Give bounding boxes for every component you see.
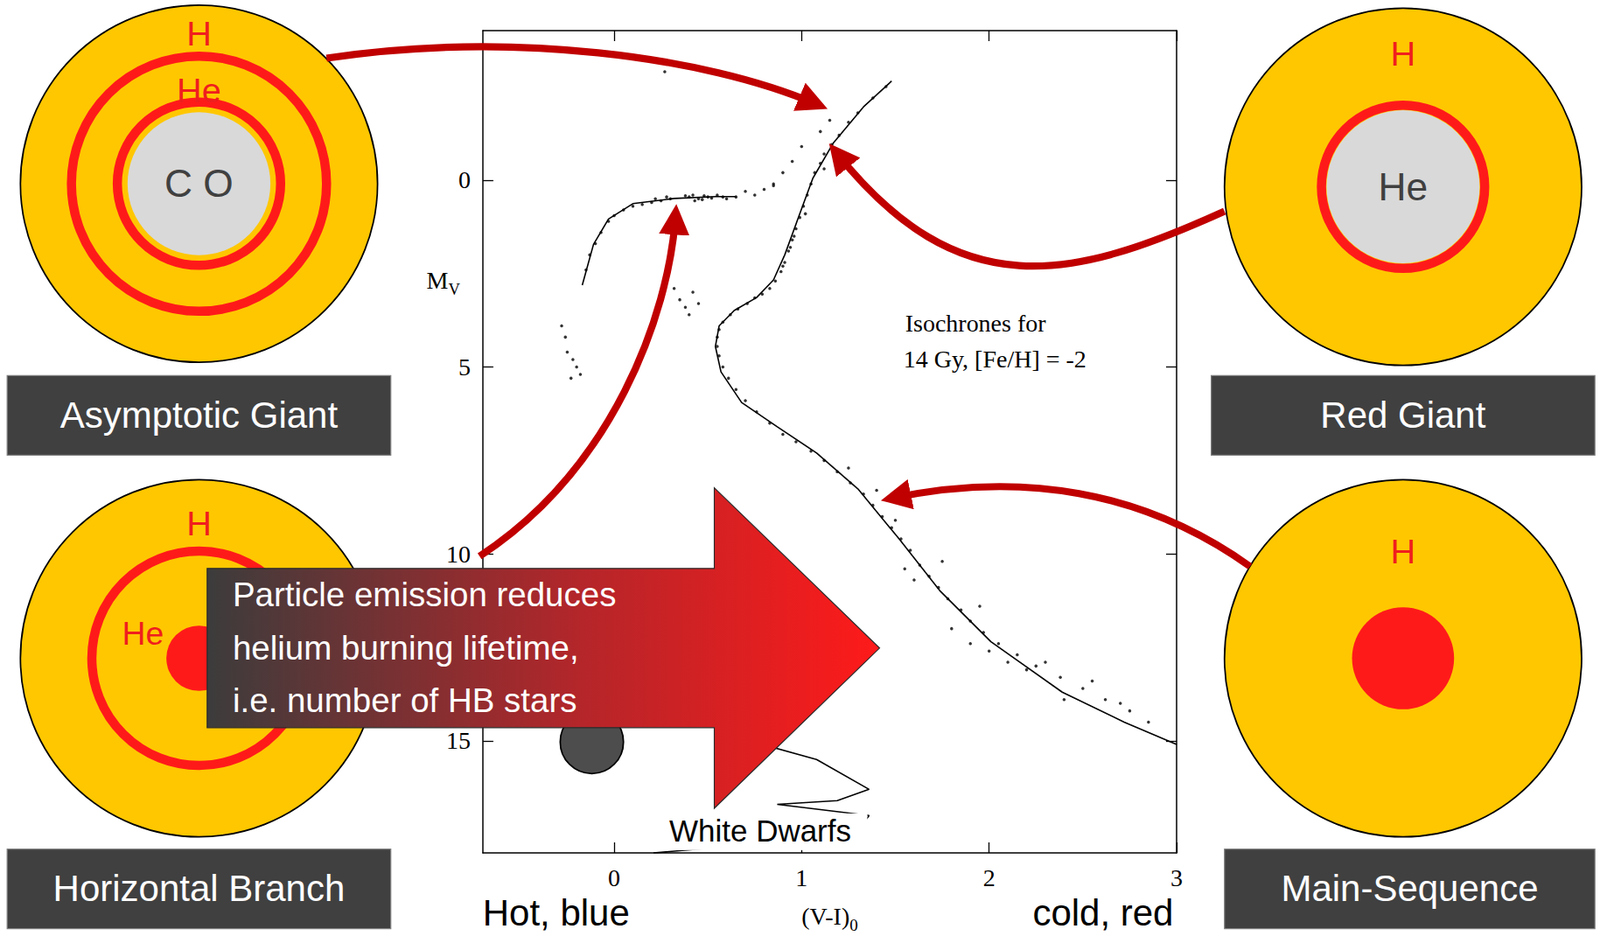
svg-text:1: 1 xyxy=(795,864,808,892)
svg-text:0: 0 xyxy=(607,864,621,892)
svg-text:0: 0 xyxy=(849,915,859,935)
svg-text:helium burning lifetime,: helium burning lifetime, xyxy=(232,628,580,667)
svg-text:(V-I): (V-I) xyxy=(801,902,850,930)
svg-text:He: He xyxy=(121,614,164,652)
svg-text:Red Giant: Red Giant xyxy=(1320,394,1486,436)
svg-text:Particle emission reduces: Particle emission reduces xyxy=(232,575,616,614)
svg-text:Hot, blue: Hot, blue xyxy=(482,892,630,934)
svg-text:3: 3 xyxy=(1170,864,1183,892)
svg-text:cold, red: cold, red xyxy=(1032,892,1174,934)
svg-text:5: 5 xyxy=(458,353,471,381)
svg-text:Asymptotic Giant: Asymptotic Giant xyxy=(60,394,339,436)
svg-text:14 Gy, [Fe/H] = -2: 14 Gy, [Fe/H] = -2 xyxy=(903,345,1087,373)
svg-text:H: H xyxy=(1390,34,1417,73)
svg-text:Main-Sequence: Main-Sequence xyxy=(1280,867,1538,909)
svg-text:C O: C O xyxy=(164,161,234,205)
svg-text:0: 0 xyxy=(458,166,471,194)
svg-text:He: He xyxy=(1378,165,1429,209)
svg-text:H: H xyxy=(186,503,212,543)
svg-text:15: 15 xyxy=(446,726,471,755)
svg-text:Horizontal Branch: Horizontal Branch xyxy=(53,867,346,909)
svg-text:i.e. number of HB stars: i.e. number of HB stars xyxy=(232,681,578,720)
svg-text:2: 2 xyxy=(983,864,996,892)
svg-text:He: He xyxy=(176,70,222,110)
svg-text:H: H xyxy=(186,13,212,53)
svg-text:10: 10 xyxy=(446,540,471,568)
svg-text:MV: MV xyxy=(426,266,462,299)
svg-text:White Dwarfs: White Dwarfs xyxy=(669,813,852,848)
svg-text:Isochrones for: Isochrones for xyxy=(905,309,1048,337)
svg-text:H: H xyxy=(1390,531,1417,571)
